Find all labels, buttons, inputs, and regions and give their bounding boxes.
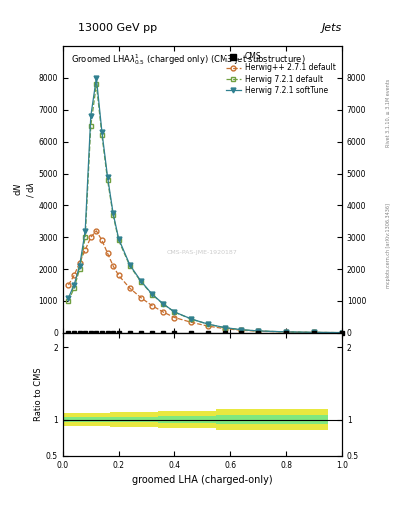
Text: 13000 GeV pp: 13000 GeV pp [78, 23, 158, 33]
Text: Groomed LHA$\lambda^{1}_{0.5}$ (charged only) (CMS jet substructure): Groomed LHA$\lambda^{1}_{0.5}$ (charged … [71, 52, 306, 67]
Text: Jets: Jets [321, 23, 342, 33]
Y-axis label: $\mathrm{d}N$
/ $\mathrm{d}\lambda$: $\mathrm{d}N$ / $\mathrm{d}\lambda$ [12, 181, 36, 198]
Text: Rivet 3.1.10, ≥ 3.1M events: Rivet 3.1.10, ≥ 3.1M events [386, 78, 391, 147]
Text: mcplots.cern.ch [arXiv:1306.3436]: mcplots.cern.ch [arXiv:1306.3436] [386, 203, 391, 288]
X-axis label: groomed LHA (charged-only): groomed LHA (charged-only) [132, 475, 273, 485]
Y-axis label: Ratio to CMS: Ratio to CMS [34, 368, 43, 421]
Legend: CMS, Herwig++ 2.7.1 default, Herwig 7.2.1 default, Herwig 7.2.1 softTune: CMS, Herwig++ 2.7.1 default, Herwig 7.2.… [224, 50, 338, 97]
Text: CMS-PAS-JME-1920187: CMS-PAS-JME-1920187 [167, 250, 238, 255]
